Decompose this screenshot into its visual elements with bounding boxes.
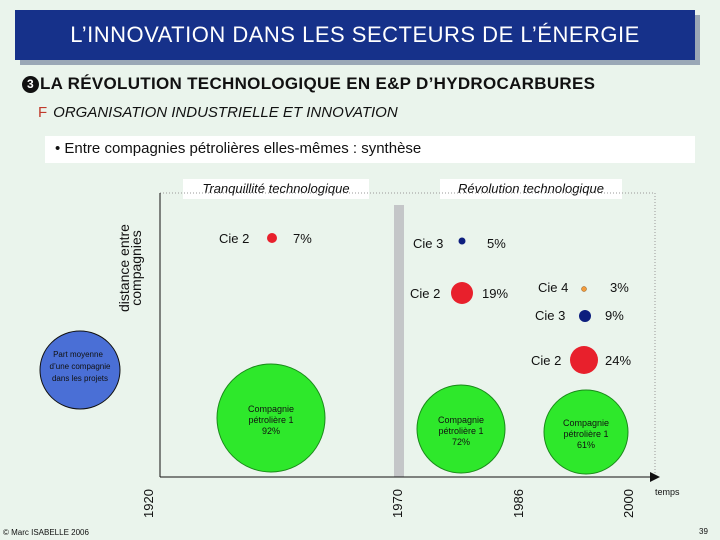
pct-1986-cp1: 72% xyxy=(452,437,470,447)
pct-1920-cp1: 92% xyxy=(262,426,280,436)
year-label-1986: 1986 xyxy=(511,489,526,518)
subsection-title: ORGANISATION INDUSTRIELLE ET INNOVATION xyxy=(53,104,398,121)
page-number: 39 xyxy=(699,527,708,536)
bubble-2000-cp1 xyxy=(543,389,629,475)
label-2000-cie2: Cie 2 xyxy=(531,353,561,368)
pct-2000-cie4: 3% xyxy=(610,280,629,295)
bubble-1920-cp1 xyxy=(216,363,326,473)
pct-2000-cie2: 24% xyxy=(605,353,631,368)
header-revolution: Révolution technologique xyxy=(440,179,622,199)
bubble-1920-cie2 xyxy=(267,233,277,243)
x-axis-arrow-icon xyxy=(650,472,660,482)
bubble-2000-cie4 xyxy=(581,286,587,292)
label-1920-cie2: Cie 2 xyxy=(219,231,249,246)
title-bar: L’INNOVATION DANS LES SECTEURS DE L’ÉNER… xyxy=(15,10,695,60)
subsection-bullet: F xyxy=(38,104,48,121)
pct-2000-cie3: 9% xyxy=(605,308,624,323)
label-1986-cp1-l1: Compagnie xyxy=(438,415,484,425)
subsection-heading: F ORGANISATION INDUSTRIELLE ET INNOVATION xyxy=(38,104,398,121)
legend-line3: dans les projets xyxy=(52,374,108,383)
year-label-2000: 2000 xyxy=(621,489,636,518)
page-title: L’INNOVATION DANS LES SECTEURS DE L’ÉNER… xyxy=(70,22,640,47)
pct-1986-cie2: 19% xyxy=(482,286,508,301)
label-2000-cie4: Cie 4 xyxy=(538,280,568,295)
legend-bubble xyxy=(39,330,121,410)
synthesis-text: • Entre compagnies pétrolières elles-mêm… xyxy=(55,140,422,157)
synthesis-box: • Entre compagnies pétrolières elles-mêm… xyxy=(45,136,695,163)
section-number-badge: 3 xyxy=(22,76,39,93)
section-heading: 3 LA RÉVOLUTION TECHNOLOGIQUE EN E&P D’HY… xyxy=(22,74,595,94)
x-axis-label: temps xyxy=(655,487,680,497)
pct-2000-cp1: 61% xyxy=(577,440,595,450)
header-tranquillite: Tranquillité technologique xyxy=(183,179,369,199)
label-1986-cie3: Cie 3 xyxy=(413,236,443,251)
bubble-2000-cie3 xyxy=(579,310,591,322)
year-label-1920: 1920 xyxy=(141,489,156,518)
bubble-1986-cp1 xyxy=(416,384,506,474)
year-label-1970: 1970 xyxy=(390,489,405,518)
bubble-1986-cie3 xyxy=(458,237,466,245)
label-1986-cie2: Cie 2 xyxy=(410,286,440,301)
legend-line2: d’une compagnie xyxy=(50,362,111,371)
label-1986-cp1-l2: pétrolière 1 xyxy=(438,426,483,436)
bubble-1986-cie2 xyxy=(451,282,473,304)
label-2000-cp1-l1: Compagnie xyxy=(563,418,609,428)
pct-1920-cie2: 7% xyxy=(293,231,312,246)
copyright-text: © Marc ISABELLE 2006 xyxy=(3,528,89,537)
label-2000-cie3: Cie 3 xyxy=(535,308,565,323)
label-1920-cp1-l2: pétrolière 1 xyxy=(248,415,293,425)
bubble-2000-cie2 xyxy=(570,346,598,374)
legend-line1: Part moyenne xyxy=(53,350,103,359)
label-1920-cp1-l1: Compagnie xyxy=(248,404,294,414)
year-1970-band xyxy=(394,205,404,477)
pct-1986-cie3: 5% xyxy=(487,236,506,251)
section-title: LA RÉVOLUTION TECHNOLOGIQUE EN E&P D’HYD… xyxy=(40,74,596,93)
label-2000-cp1-l2: pétrolière 1 xyxy=(563,429,608,439)
